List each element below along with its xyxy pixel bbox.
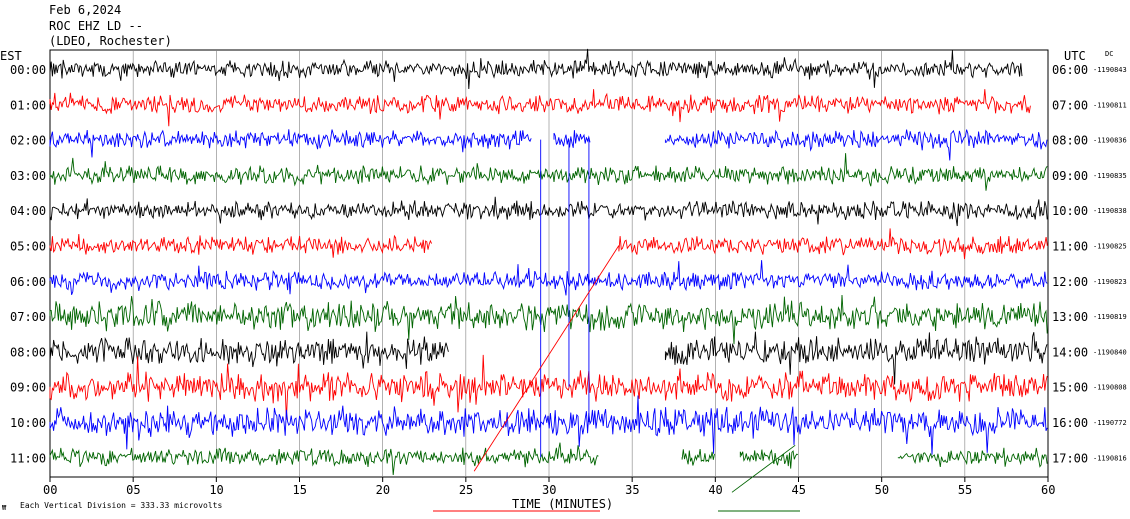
seismic-trace-segment — [664, 129, 1048, 161]
transient-spike — [731, 444, 796, 493]
dc-offset-label: -1190811 — [1093, 101, 1127, 109]
x-tick-label: 55 — [958, 483, 972, 497]
seismic-trace-segment — [49, 354, 1048, 420]
seismic-trace-segment — [49, 89, 1031, 127]
est-time-label: 00:00 — [10, 63, 46, 77]
footer-scale-note: Each Vertical Division = 333.33 microvol… — [20, 501, 222, 510]
dc-offset-label: -1190819 — [1093, 313, 1127, 321]
x-axis-label: TIME (MINUTES) — [512, 497, 613, 511]
seismic-trace-segment — [49, 153, 1048, 191]
dc-offset-label: -1190825 — [1093, 243, 1127, 251]
x-tick-label: 10 — [209, 483, 223, 497]
seismic-trace-segment — [897, 447, 1048, 468]
seismic-trace-segment — [618, 228, 1048, 260]
x-tick-label: 25 — [459, 483, 473, 497]
x-tick-label: 30 — [542, 483, 556, 497]
dc-offset-label: -1190843 — [1093, 66, 1127, 74]
utc-time-label: 12:00 — [1052, 275, 1088, 289]
utc-time-label: 15:00 — [1052, 381, 1088, 395]
dc-offset-label: -1190835 — [1093, 172, 1127, 180]
utc-time-label: 10:00 — [1052, 204, 1088, 218]
grid-lines — [132, 50, 966, 477]
dc-offset-label: -1190823 — [1093, 278, 1127, 286]
x-tick-label: 00 — [43, 483, 57, 497]
est-axis-title: EST — [0, 49, 22, 63]
seismic-trace-segment — [49, 331, 449, 369]
seismic-trace-segment — [49, 196, 1048, 227]
seismic-trace-segment — [49, 442, 599, 476]
dc-offset-label: -1190838 — [1093, 207, 1127, 215]
utc-time-label: 13:00 — [1052, 310, 1088, 324]
x-tick-label: 20 — [376, 483, 390, 497]
dc-label: DC — [1105, 50, 1113, 58]
seismic-trace-segment — [49, 395, 1048, 455]
utc-time-label: 07:00 — [1052, 98, 1088, 112]
x-tick-label: 35 — [625, 483, 639, 497]
est-time-label: 07:00 — [10, 310, 46, 324]
seismic-trace-segment — [49, 294, 1048, 345]
dc-offset-label: -1190840 — [1093, 348, 1127, 356]
utc-time-label: 08:00 — [1052, 134, 1088, 148]
seismic-trace-segment — [49, 260, 1048, 296]
est-time-label: 02:00 — [10, 134, 46, 148]
seismic-trace-segment — [681, 449, 715, 466]
seismic-trace-segment — [664, 331, 1048, 385]
seismic-trace-segment — [49, 129, 532, 158]
x-tick-label: 45 — [792, 483, 806, 497]
est-time-label: 03:00 — [10, 169, 46, 183]
x-tick-label: 15 — [293, 483, 307, 497]
dc-offset-label: -1190836 — [1093, 137, 1127, 145]
seismic-trace-segment — [739, 448, 799, 469]
est-time-label: 11:00 — [10, 451, 46, 465]
utc-time-label: 11:00 — [1052, 240, 1088, 254]
seismic-traces — [49, 48, 1048, 493]
x-tick-label: 60 — [1041, 483, 1055, 497]
header-network: (LDEO, Rochester) — [49, 34, 172, 48]
dc-offset-label: -1190808 — [1093, 384, 1127, 392]
est-time-label: 04:00 — [10, 204, 46, 218]
header-station: ROC EHZ LD -- — [49, 19, 143, 33]
seismic-trace-segment — [49, 48, 1023, 90]
header-date: Feb 6,2024 — [49, 3, 121, 17]
x-tick-label: 40 — [708, 483, 722, 497]
est-time-label: 05:00 — [10, 240, 46, 254]
utc-time-label: 16:00 — [1052, 416, 1088, 430]
footer-marker: ₩ — [2, 504, 7, 512]
est-time-label: 01:00 — [10, 98, 46, 112]
utc-time-label: 17:00 — [1052, 451, 1088, 465]
utc-time-label: 14:00 — [1052, 345, 1088, 359]
row-labels: 00:00 06:00 -1190843 01:00 07:00 -1190811 02:0… — [10, 63, 1127, 465]
est-time-label: 06:00 — [10, 275, 46, 289]
est-time-label: 10:00 — [10, 416, 46, 430]
dc-offset-label: -1190816 — [1093, 454, 1127, 462]
est-time-label: 09:00 — [10, 381, 46, 395]
x-axis-ticks: 00 05 10 15 20 25 30 35 40 45 50 55 60 — [43, 477, 1055, 497]
seismic-trace-segment — [553, 130, 591, 148]
utc-axis-title: UTC — [1064, 49, 1086, 63]
est-time-label: 08:00 — [10, 345, 46, 359]
transient-spike — [473, 245, 620, 472]
utc-time-label: 09:00 — [1052, 169, 1088, 183]
x-tick-label: 05 — [126, 483, 140, 497]
x-tick-label: 50 — [875, 483, 889, 497]
seismic-trace-segment — [49, 233, 433, 258]
utc-time-label: 06:00 — [1052, 63, 1088, 77]
dc-offset-label: -1190772 — [1093, 419, 1127, 427]
